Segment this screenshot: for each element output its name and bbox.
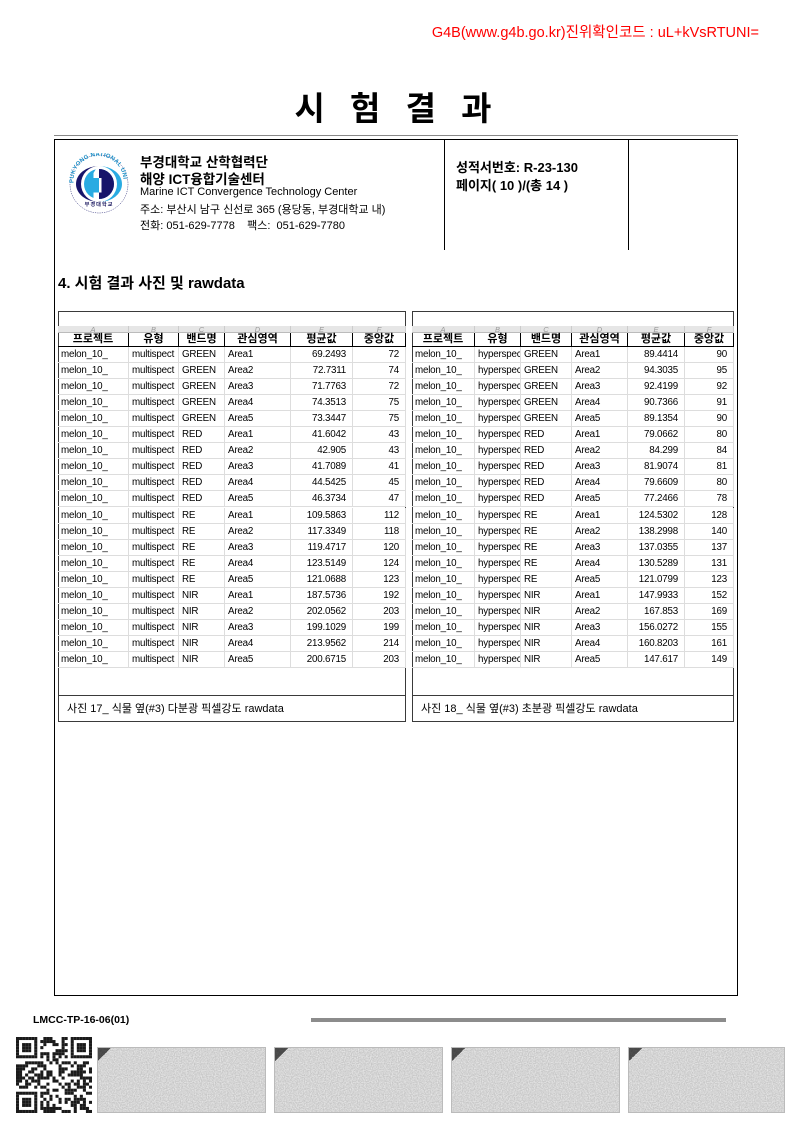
svg-text:부경대학교: 부경대학교 xyxy=(85,200,114,208)
